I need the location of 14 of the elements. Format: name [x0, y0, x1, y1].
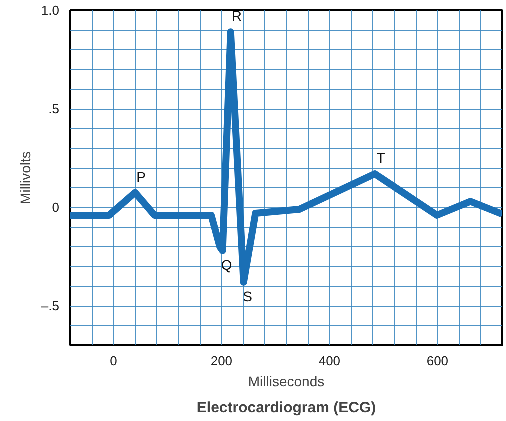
y-tick-label: –.5 — [41, 298, 60, 314]
text: Electrocardiogram (ECG) — [196, 400, 376, 416]
annotation: R — [232, 8, 242, 24]
x-tick-label: 400 — [318, 354, 341, 368]
annotation: P — [136, 168, 146, 185]
y-axis-title: Millivolts — [17, 152, 34, 204]
y-tick-label: 1.0 — [41, 3, 60, 18]
x-tick-label: 600 — [426, 354, 449, 368]
x-axis-title: Milliseconds — [248, 374, 325, 390]
x-tick-label: 200 — [210, 354, 233, 368]
y-tick-label: 0 — [52, 200, 60, 216]
x-tick-label: 0 — [110, 354, 118, 368]
annotation: T — [376, 150, 386, 166]
y-tick-label: .5 — [48, 102, 60, 117]
